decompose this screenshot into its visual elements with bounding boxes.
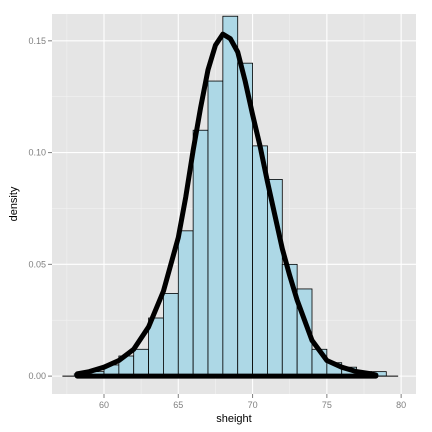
density-curve-layer xyxy=(74,31,379,378)
y-tick-label: 0.15 xyxy=(28,36,46,46)
y-tick-label: 0.10 xyxy=(28,148,46,158)
x-axis-title: sheight xyxy=(216,413,251,425)
density-curve xyxy=(74,31,379,378)
y-axis: 0.00 0.05 0.10 0.15 xyxy=(28,36,52,381)
histogram-bar xyxy=(163,293,179,377)
histogram-bar xyxy=(222,15,239,377)
x-tick-label: 80 xyxy=(396,400,406,410)
x-tick-label: 65 xyxy=(173,400,183,410)
x-tick-label: 70 xyxy=(248,400,258,410)
y-axis-title: density xyxy=(8,186,20,221)
y-tick-label: 0.05 xyxy=(28,259,46,269)
histogram-bar xyxy=(177,230,194,377)
x-tick-label: 75 xyxy=(322,400,332,410)
x-axis: 60 65 70 75 80 xyxy=(99,394,406,410)
histogram-bar xyxy=(192,129,209,377)
x-tick-label: 60 xyxy=(99,400,109,410)
histogram-bar xyxy=(207,80,224,377)
histogram-bar xyxy=(133,348,149,377)
y-tick-label: 0.00 xyxy=(28,371,46,381)
